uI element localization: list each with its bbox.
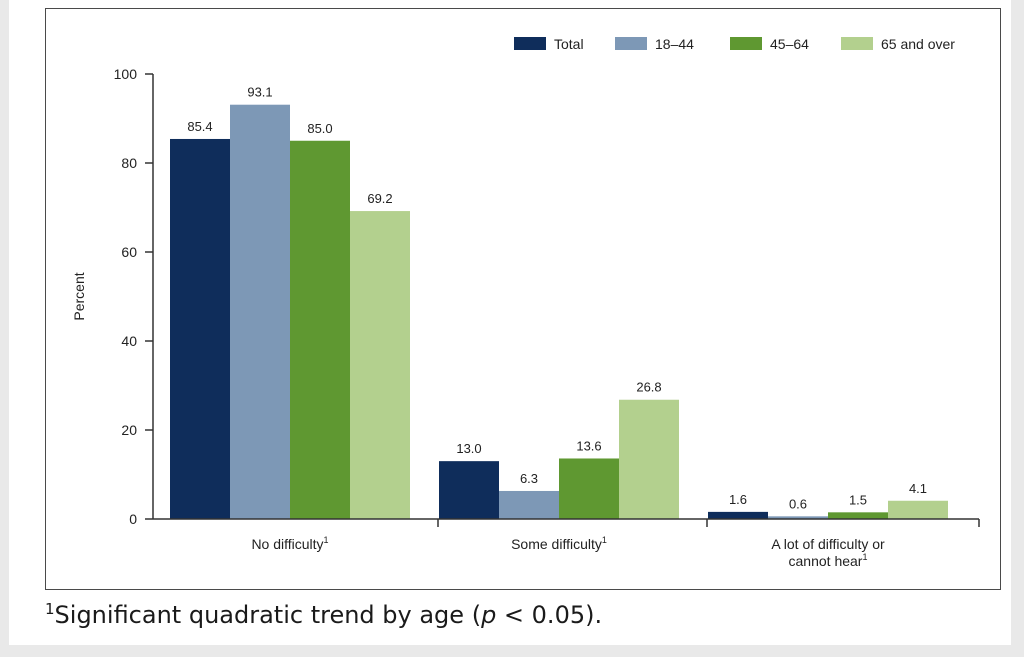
data-label: 13.0 — [456, 441, 481, 456]
x-tick-label: cannot hear1 — [789, 552, 868, 569]
y-tick-label: 100 — [114, 66, 138, 82]
data-label: 69.2 — [367, 191, 392, 206]
y-tick-label: 40 — [121, 333, 137, 349]
data-label: 1.5 — [849, 492, 867, 507]
data-label: 93.1 — [247, 85, 272, 100]
legend-swatch — [514, 37, 546, 50]
y-tick-label: 20 — [121, 422, 137, 438]
y-tick-label: 0 — [129, 511, 137, 527]
chart-frame: 0 20 40 60 80 100 Percent 85.4 93.1 85.0 69.2 13.0 6… — [45, 8, 1001, 590]
bar — [290, 140, 350, 519]
data-label: 13.6 — [576, 438, 601, 453]
bar — [768, 516, 828, 519]
bar — [619, 399, 679, 519]
data-label: 85.4 — [187, 119, 212, 134]
footnote-text-before: Significant quadratic trend by age ( — [54, 601, 482, 629]
x-tick-label: No difficulty1 — [251, 535, 328, 552]
legend-swatch — [841, 37, 873, 50]
bar — [439, 461, 499, 519]
y-tick-label: 80 — [121, 155, 137, 171]
data-label: 0.6 — [789, 496, 807, 511]
data-label: 26.8 — [636, 380, 661, 395]
x-tick-label: Some difficulty1 — [511, 535, 607, 552]
y-axis-title: Percent — [71, 272, 87, 320]
footnote-p-symbol: p — [481, 601, 497, 629]
bar — [888, 500, 948, 519]
data-label: 6.3 — [520, 471, 538, 486]
x-tick-label: A lot of difficulty or — [771, 536, 885, 552]
bar-chart: 0 20 40 60 80 100 Percent 85.4 93.1 85.0 69.2 13.0 6… — [71, 36, 980, 569]
footnote-text-after: < 0.05). — [496, 601, 603, 629]
bar — [350, 211, 410, 519]
footnote-marker: 1 — [45, 600, 55, 618]
bar — [499, 490, 559, 519]
data-label: 85.0 — [307, 121, 332, 136]
bar — [708, 511, 768, 519]
bar — [230, 104, 290, 519]
legend-label: 18–44 — [655, 36, 694, 52]
legend-swatch — [730, 37, 762, 50]
legend-label: Total — [554, 36, 584, 52]
legend-label: 65 and over — [881, 36, 955, 52]
data-label: 4.1 — [909, 481, 927, 496]
figure-panel: 0 20 40 60 80 100 Percent 85.4 93.1 85.0 69.2 13.0 6… — [9, 0, 1011, 645]
bar — [170, 138, 230, 519]
footnote: 1Significant quadratic trend by age (p <… — [45, 600, 602, 629]
bar — [559, 458, 619, 519]
legend-label: 45–64 — [770, 36, 809, 52]
data-label: 1.6 — [729, 492, 747, 507]
y-tick-label: 60 — [121, 244, 137, 260]
bar — [828, 512, 888, 519]
legend-swatch — [615, 37, 647, 50]
